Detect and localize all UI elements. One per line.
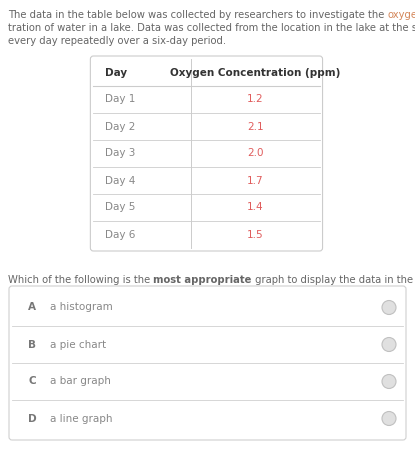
- Text: every day repeatedly over a six-day period.: every day repeatedly over a six-day peri…: [8, 36, 226, 46]
- Circle shape: [382, 300, 396, 314]
- Text: tration of water in a lake. Data was collected from the location in the lake at : tration of water in a lake. Data was col…: [8, 23, 415, 33]
- Text: 2.0: 2.0: [247, 149, 264, 158]
- Text: 1.7: 1.7: [247, 176, 264, 185]
- Text: The data in the table below was collected by researchers to investigate the: The data in the table below was collecte…: [8, 10, 388, 20]
- Text: Day 6: Day 6: [105, 229, 136, 239]
- Text: 2.1: 2.1: [247, 122, 264, 132]
- FancyBboxPatch shape: [9, 286, 406, 440]
- Circle shape: [382, 338, 396, 352]
- Text: Day 4: Day 4: [105, 176, 136, 185]
- Text: 1.2: 1.2: [247, 94, 264, 105]
- Text: D: D: [28, 414, 37, 423]
- Text: most appropriate: most appropriate: [154, 275, 252, 285]
- Text: Day 2: Day 2: [105, 122, 136, 132]
- Text: a pie chart: a pie chart: [50, 339, 106, 349]
- Text: Day 1: Day 1: [105, 94, 136, 105]
- Text: B: B: [28, 339, 36, 349]
- Text: Which of the following is the: Which of the following is the: [8, 275, 154, 285]
- Text: A: A: [28, 303, 36, 313]
- FancyBboxPatch shape: [90, 56, 322, 251]
- Text: Day 5: Day 5: [105, 202, 136, 212]
- Text: a line graph: a line graph: [50, 414, 112, 423]
- Text: graph to display the data in the table?: graph to display the data in the table?: [252, 275, 415, 285]
- Text: 1.5: 1.5: [247, 229, 264, 239]
- Text: a bar graph: a bar graph: [50, 377, 111, 387]
- Text: Day: Day: [105, 67, 127, 78]
- Text: C: C: [28, 377, 36, 387]
- Circle shape: [382, 374, 396, 388]
- Text: a histogram: a histogram: [50, 303, 113, 313]
- Circle shape: [382, 411, 396, 426]
- Text: oxygen: oxygen: [388, 10, 415, 20]
- Text: 1.4: 1.4: [247, 202, 264, 212]
- Text: Day 3: Day 3: [105, 149, 136, 158]
- Text: Oxygen Concentration (ppm): Oxygen Concentration (ppm): [170, 67, 340, 78]
